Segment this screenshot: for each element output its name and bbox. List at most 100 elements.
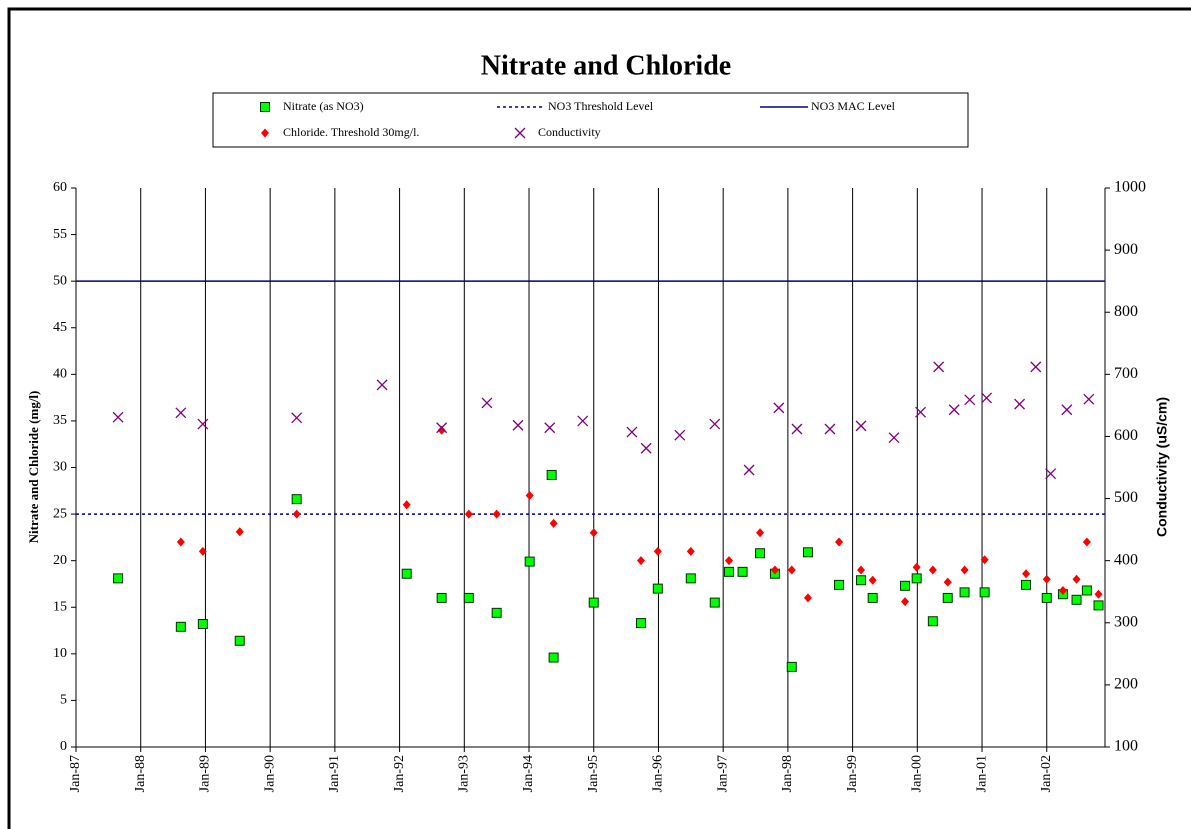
marker xyxy=(1041,592,1052,603)
marker xyxy=(1082,537,1091,547)
marker xyxy=(964,394,976,406)
x-tick-label: Jan-01 xyxy=(974,755,989,792)
y-tick-label: 55 xyxy=(53,227,67,242)
marker xyxy=(686,546,695,556)
marker xyxy=(1045,468,1057,480)
x-tick-label: Jan-92 xyxy=(392,755,407,792)
marker xyxy=(948,404,960,416)
marker xyxy=(709,418,721,430)
marker xyxy=(112,411,124,423)
marker xyxy=(652,583,663,594)
marker xyxy=(868,575,877,585)
marker xyxy=(626,426,638,438)
marker xyxy=(915,406,927,418)
marker xyxy=(197,418,209,430)
marker xyxy=(933,361,945,373)
marker xyxy=(787,565,796,575)
y-tick-label: 0 xyxy=(60,739,67,754)
marker xyxy=(737,566,748,577)
marker xyxy=(943,577,952,587)
marker xyxy=(980,555,989,565)
marker xyxy=(1083,393,1095,405)
y2-tick-label: 800 xyxy=(1114,303,1138,320)
marker xyxy=(674,429,686,441)
y2-tick-label: 400 xyxy=(1114,551,1138,568)
marker xyxy=(773,402,785,414)
x-tick-label: Jan-93 xyxy=(457,755,472,792)
marker xyxy=(685,573,696,584)
marker xyxy=(636,556,645,566)
marker xyxy=(979,587,990,598)
marker xyxy=(292,509,301,519)
y2-tick-label: 700 xyxy=(1114,365,1138,382)
legend-label: Conductivity xyxy=(538,125,601,139)
marker xyxy=(402,500,411,510)
marker xyxy=(1021,579,1032,590)
marker xyxy=(376,379,388,391)
marker xyxy=(113,573,124,584)
marker xyxy=(867,592,878,603)
marker xyxy=(588,597,599,608)
x-tick-label: Jan-87 xyxy=(68,755,83,792)
x-tick-label: Jan-97 xyxy=(715,755,730,792)
y-tick-label: 45 xyxy=(53,320,67,335)
legend-swatch xyxy=(514,127,526,139)
marker xyxy=(856,575,867,586)
marker xyxy=(546,469,557,480)
marker xyxy=(464,509,473,519)
y-tick-label: 20 xyxy=(53,553,67,568)
marker xyxy=(855,420,867,432)
marker xyxy=(176,537,185,547)
marker xyxy=(960,565,969,575)
x-tick-label: Jan-94 xyxy=(521,755,536,792)
marker xyxy=(1094,589,1103,599)
marker xyxy=(436,592,447,603)
x-tick-label: Jan-98 xyxy=(780,755,795,792)
y2-tick-label: 500 xyxy=(1114,489,1138,506)
y2-tick-label: 100 xyxy=(1114,738,1138,755)
marker xyxy=(1030,361,1042,373)
marker xyxy=(1071,594,1082,605)
y-tick-label: 5 xyxy=(60,693,67,708)
marker xyxy=(481,397,493,409)
marker xyxy=(549,518,558,528)
marker xyxy=(544,422,556,434)
marker xyxy=(463,592,474,603)
marker xyxy=(802,547,813,558)
legend-box xyxy=(212,92,969,148)
x-tick-label: Jan-89 xyxy=(198,755,213,792)
y-tick-label: 60 xyxy=(53,180,67,195)
y2-tick-label: 1000 xyxy=(1114,179,1146,196)
legend-swatch xyxy=(261,128,269,138)
marker xyxy=(577,415,589,427)
marker xyxy=(235,527,244,537)
marker xyxy=(175,407,187,419)
legend-label: NO3 MAC Level xyxy=(811,99,896,113)
x-tick-label: Jan-00 xyxy=(910,755,925,792)
marker xyxy=(198,546,207,556)
marker xyxy=(524,556,535,567)
y-axis-label: Nitrate and Chloride (mg/l) xyxy=(26,391,41,544)
legend-label: Chloride. Threshold 30mg/l. xyxy=(283,125,419,139)
y2-tick-label: 600 xyxy=(1114,427,1138,444)
marker xyxy=(927,616,938,627)
marker xyxy=(755,548,766,559)
y2-tick-label: 200 xyxy=(1114,676,1138,693)
marker xyxy=(234,635,245,646)
marker xyxy=(1014,398,1026,410)
marker xyxy=(291,494,302,505)
marker xyxy=(928,565,937,575)
marker xyxy=(635,618,646,629)
marker xyxy=(981,392,993,404)
marker xyxy=(653,546,662,556)
marker xyxy=(197,619,208,630)
marker xyxy=(1081,585,1092,596)
marker xyxy=(1061,404,1073,416)
legend-label: Nitrate (as NO3) xyxy=(283,99,364,113)
marker xyxy=(1022,569,1031,579)
legend-label: NO3 Threshold Level xyxy=(548,99,654,113)
marker xyxy=(512,419,524,431)
marker xyxy=(436,422,448,434)
